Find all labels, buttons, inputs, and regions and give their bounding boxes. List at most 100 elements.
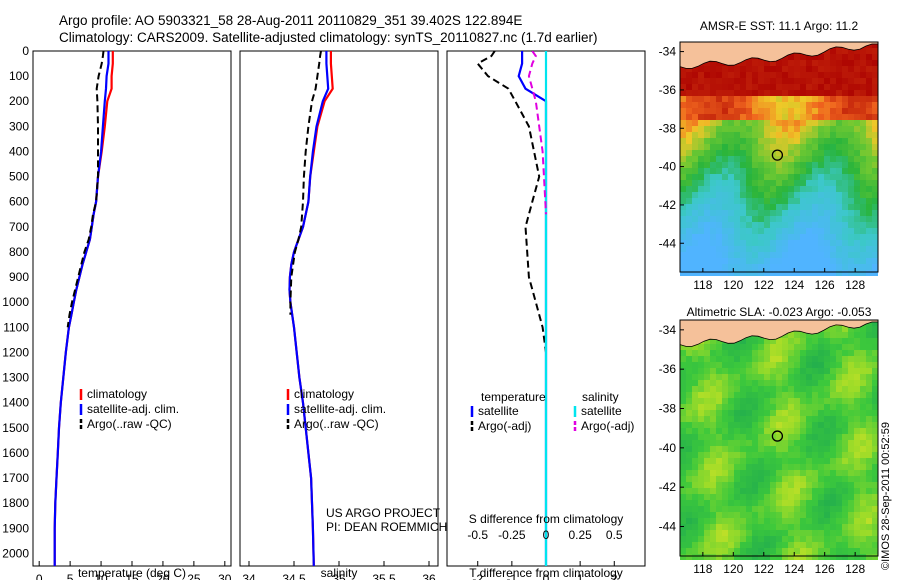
- land-mask: [679, 319, 879, 347]
- top-x-tick-label: 0.5: [606, 528, 623, 542]
- depth-tick-label: 100: [9, 69, 29, 83]
- depth-tick-label: 1600: [2, 446, 29, 460]
- profile-panel-difference: -2 -1 0 1 2T difference from climatology temp…: [446, 50, 646, 580]
- map-frame: [679, 319, 879, 557]
- x-tick-label: 30: [218, 572, 232, 580]
- map-x-tick-label: 120: [723, 278, 743, 292]
- series-group: [288, 51, 334, 566]
- x-tick-label: -2: [472, 572, 483, 580]
- top-x-tick-label: -0.25: [498, 528, 526, 542]
- project-label: US ARGO PROJECT: [326, 506, 441, 520]
- depth-tick-label: 800: [9, 245, 29, 259]
- map-y-tick-label: -42: [659, 480, 677, 494]
- plot-frame: [239, 50, 439, 567]
- legend-label: Argo(-adj): [581, 419, 634, 433]
- series-group: [53, 51, 114, 566]
- x-tick-label: 35: [332, 572, 346, 580]
- depth-tick-label: 1700: [2, 471, 29, 485]
- depth-axis: 0 100 200 300 400 500 600 700 800 900 1000 1100 1200…: [2, 44, 451, 560]
- timestamp-stamp: ©IMOS 28-Sep-2011 00:52:59: [880, 422, 892, 570]
- x-tick-label: 5: [67, 572, 74, 580]
- depth-tick-label: 2000: [2, 546, 29, 560]
- depth-tick-label: 1300: [2, 371, 29, 385]
- land-mask: [679, 41, 879, 69]
- map-x-tick-label: 124: [784, 562, 804, 576]
- x-tick-label: 1: [577, 572, 584, 580]
- map-y-tick-label: -42: [659, 198, 677, 212]
- map-y-tick-label: -44: [659, 520, 677, 534]
- map-y-tick-label: -36: [659, 362, 677, 376]
- x-tick-label: 36: [422, 572, 436, 580]
- depth-tick-label: 1000: [2, 295, 29, 309]
- map-raster: [680, 320, 878, 560]
- x-axis-label: salinity: [321, 566, 358, 580]
- x-tick-label: 20: [156, 572, 170, 580]
- map-y-tick-label: -36: [659, 83, 677, 97]
- plot-frame: [32, 50, 232, 567]
- depth-tick-label: 0: [22, 44, 29, 58]
- map-frame: [679, 41, 879, 273]
- profile-panel-temperature: 0 5 10 15 20 25 30 temperature (deg C) climatolo…: [32, 50, 232, 580]
- map-x-tick-label: 122: [754, 278, 774, 292]
- x-axis-label: temperature (deg C): [78, 566, 186, 580]
- map-x-tick-label: 118: [693, 562, 712, 576]
- pi-label: PI: DEAN ROEMMICH: [326, 520, 447, 534]
- depth-tick-label: 500: [9, 170, 29, 184]
- map-title: Altimetric SLA: -0.023 Argo: -0.053: [687, 305, 872, 319]
- header-line-1: Argo profile: AO 5903321_58 28-Aug-2011 …: [59, 13, 523, 28]
- series-line-temperature-argo-adj-: [476, 51, 547, 353]
- x-axis-label: T difference from climatology: [469, 566, 623, 580]
- legend-label: satellite: [581, 404, 622, 418]
- map-x-tick-label: 122: [754, 562, 774, 576]
- x-tick-label: 15: [125, 572, 139, 580]
- legend-title-salinity: salinity: [582, 390, 619, 404]
- map-x-tick-label: 124: [784, 278, 804, 292]
- legend-label: satellite: [478, 404, 519, 418]
- x-tick-label: 2: [611, 572, 618, 580]
- series-line-satellite-adj-clim-: [288, 51, 330, 566]
- depth-tick-label: 1500: [2, 421, 29, 435]
- x-tick-label: 25: [187, 572, 201, 580]
- map-y-tick-label: -44: [659, 236, 677, 250]
- top-x-tick-label: -0.5: [467, 528, 488, 542]
- series-group: [476, 51, 548, 566]
- legend-label: satellite-adj. clim.: [294, 402, 386, 416]
- profile-panel-salinity: 34 34.5 35 35.5 36 salinity climatologysatelli…: [239, 50, 439, 580]
- profile-location-marker: [771, 149, 784, 161]
- map-raster: [680, 42, 878, 276]
- series-line-salinity-argo-adj-: [527, 51, 547, 215]
- map-x-tick-label: 126: [815, 562, 835, 576]
- x-tick-label: -1: [507, 572, 518, 580]
- header-line-2: Climatology: CARS2009. Satellite-adjuste…: [59, 30, 598, 45]
- top-x-tick-label: 0.25: [568, 528, 592, 542]
- legend-label: climatology: [294, 387, 354, 401]
- map-y-tick-label: -40: [659, 441, 677, 455]
- depth-tick-label: 400: [9, 144, 29, 158]
- x-tick-label: 34: [242, 572, 256, 580]
- depth-tick-label: 1400: [2, 396, 29, 410]
- map-x-tick-label: 126: [815, 278, 835, 292]
- legend-label: Argo(..raw -QC): [294, 417, 379, 431]
- depth-tick-label: 900: [9, 270, 29, 284]
- map-sst-map: AMSR-E SST: 11.1 Argo: 11.2 118 120 122 124 1…: [659, 19, 879, 292]
- x-tick-label: 34.5: [282, 572, 306, 580]
- profile-location-marker: [771, 430, 784, 442]
- depth-tick-label: 700: [9, 220, 29, 234]
- x-tick-label: 35.5: [372, 572, 396, 580]
- map-title: AMSR-E SST: 11.1 Argo: 11.2: [700, 19, 859, 33]
- legend-title-temperature: temperature: [481, 390, 546, 404]
- x-tick-label: 10: [94, 572, 108, 580]
- map-y-tick-label: -38: [659, 121, 677, 135]
- top-x-axis-label: S difference from climatology: [469, 512, 624, 526]
- map-sla-map: Altimetric SLA: -0.023 Argo: -0.053 118 12…: [659, 305, 879, 576]
- map-x-tick-label: 120: [723, 562, 743, 576]
- depth-tick-label: 200: [9, 94, 29, 108]
- map-y-tick-label: -40: [659, 160, 677, 174]
- map-y-tick-label: -38: [659, 402, 677, 416]
- series-line-argo-raw-qc-: [66, 51, 105, 328]
- depth-tick-label: 1900: [2, 521, 29, 535]
- depth-tick-label: 1100: [3, 320, 29, 334]
- map-x-tick-label: 128: [845, 278, 865, 292]
- legend-label: Argo(-adj): [478, 419, 531, 433]
